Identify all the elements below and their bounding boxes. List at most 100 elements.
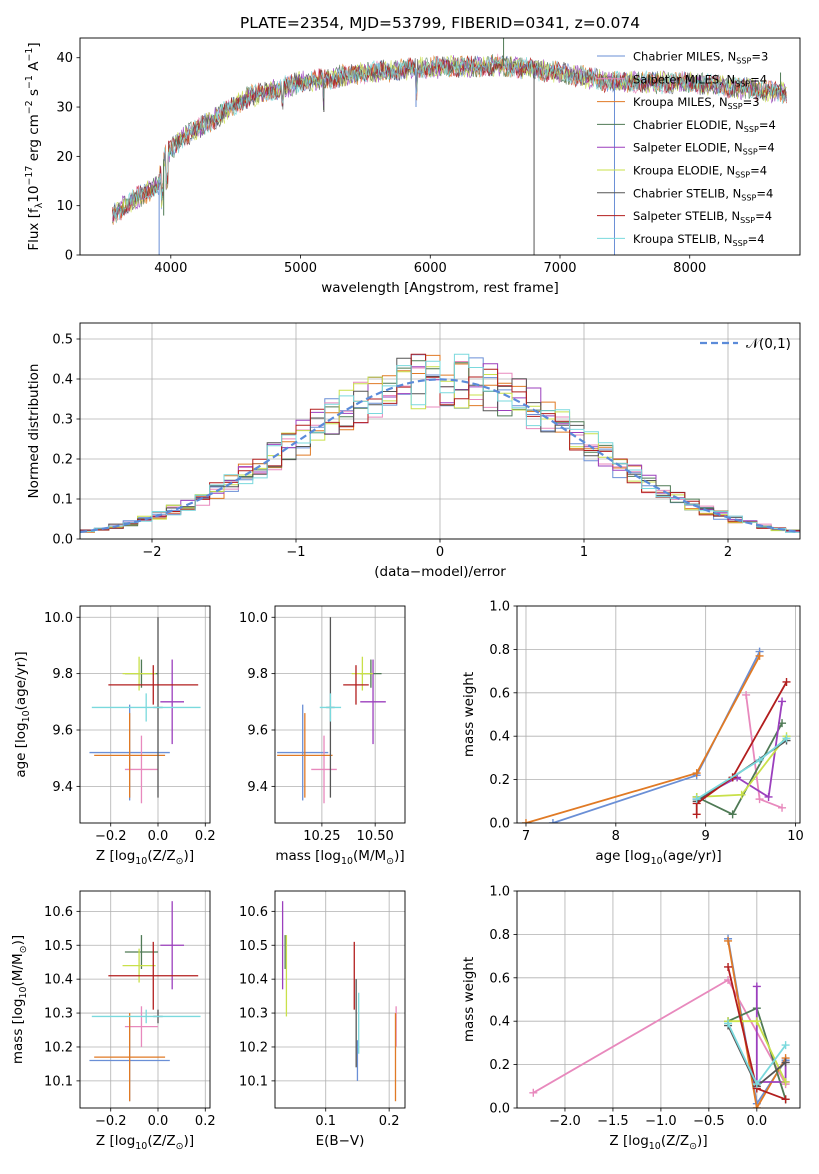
marker-kroupa-stelib (781, 1041, 790, 1050)
y-tick-label: 0.3 (52, 413, 73, 428)
series-salpeter-stelib (724, 962, 790, 1104)
line-salpeter-elodie (755, 986, 787, 1083)
axes-mass-vs-ebv: 0.1 0.2 10.1 10.2 10.3 10.4 10.5 10.6 E(B−V) (239, 890, 406, 1149)
series-chabrier-miles (548, 647, 764, 823)
y-tick-label: 0.4 (489, 1015, 510, 1030)
marker-salpeter-miles (755, 795, 764, 804)
line-salpeter-miles (745, 694, 783, 809)
x-axis-label: wavelength [Angstrom, rest frame] (321, 280, 559, 296)
y-tick-label: 9.8 (52, 667, 73, 682)
line-salpeter-stelib (695, 681, 788, 815)
axes-frame (274, 605, 406, 824)
grid (80, 891, 210, 1108)
y-axis-label: mass weight (461, 672, 477, 757)
marker-chabrier-elodie (728, 810, 737, 819)
legend-label-salpeter-stelib: Salpeter STELIB, NSSP=4 (633, 209, 772, 225)
marker-salpeter-elodie (764, 792, 773, 801)
y-axis-label: mass weight (461, 957, 477, 1042)
marker-kroupa-miles (755, 651, 764, 660)
x-tick-label: 5000 (284, 261, 317, 276)
point-kroupa-miles (94, 1013, 166, 1102)
point-kroupa-stelib (91, 1009, 201, 1024)
marker-kroupa-miles (724, 936, 733, 945)
point-kroupa-miles (94, 713, 166, 798)
legend-label-salpeter-miles: Salpeter MILES, NSSP=4 (633, 72, 767, 88)
y-axis-label: Normed distribution (26, 364, 42, 499)
y-axis-label: mass [log10(M/M⊙)] (10, 935, 29, 1064)
x-tick-label: 2 (724, 545, 732, 560)
point-kroupa-stelib (319, 693, 342, 722)
series-kroupa-stelib (692, 734, 791, 804)
axes-mass-weight-vs-age: 7 8 9 10 0.0 0.2 0.4 0.6 0.8 1.0 age [log10(age/yr… (461, 600, 804, 868)
marker-salpeter-miles (529, 1088, 538, 1097)
y-tick-label: 20 (56, 150, 73, 165)
marker-kroupa-stelib (724, 1019, 733, 1028)
series-kroupa-elodie (724, 1017, 790, 1086)
x-tick-label: −2 (142, 545, 161, 560)
x-tick-label: 6000 (414, 261, 447, 276)
y-tick-label: 10.5 (239, 939, 268, 954)
x-tick-label: −0.2 (95, 1114, 127, 1129)
y-tick-label: 0.0 (52, 533, 73, 548)
marker-salpeter-stelib (692, 810, 701, 819)
point-salpeter-stelib (108, 941, 199, 1010)
series-salpeter-miles (529, 975, 790, 1097)
marker-kroupa-miles (521, 819, 530, 823)
y-tick-label: 10.6 (239, 905, 268, 920)
marker-salpeter-stelib (724, 962, 733, 971)
ticks: −0.2 0.0 0.2 10.1 10.2 10.3 10.4 10.5 10.6 (44, 905, 216, 1129)
x-tick-label: 0.0 (148, 829, 169, 844)
marker-kroupa-stelib (692, 795, 701, 804)
y-tick-label: 0.6 (489, 686, 510, 701)
y-tick-label: 9.8 (247, 667, 268, 682)
x-tick-label: 0 (436, 545, 444, 560)
y-tick-label: 9.6 (52, 724, 73, 739)
point-salpeter-elodie (160, 659, 184, 745)
y-tick-label: 0.5 (52, 333, 73, 348)
point-salpeter-elodie (360, 659, 386, 745)
x-tick-label: 0.2 (379, 1114, 400, 1129)
gaussian-curve (80, 378, 800, 534)
x-axis-label: Z [log10(Z/Z⊙)] (96, 848, 194, 867)
y-tick-label: 0.1 (52, 493, 73, 508)
x-tick-label: 7000 (543, 261, 576, 276)
grid (275, 606, 405, 823)
plot-area (89, 617, 201, 804)
y-tick-label: 10.4 (44, 973, 73, 988)
x-tick-label: −1 (286, 545, 305, 560)
marker-kroupa-miles (752, 1104, 761, 1108)
marker-salpeter-miles (778, 803, 787, 812)
ticks: 7 8 9 10 0.0 0.2 0.4 0.6 0.8 1.0 (489, 600, 803, 845)
x-tick-label: 0.0 (746, 1114, 767, 1129)
point-kroupa-elodie (122, 948, 156, 983)
x-axis-label: E(B−V) (316, 1133, 365, 1149)
point-salpeter-stelib (343, 665, 369, 705)
series-kroupa-miles (521, 651, 764, 823)
x-tick-label: 0.2 (195, 829, 216, 844)
x-tick-label: −1.5 (597, 1114, 629, 1129)
point-kroupa-miles (277, 713, 333, 798)
x-tick-label: 1 (580, 545, 588, 560)
spectrum-salpeter-stelib (112, 55, 787, 222)
x-tick-label: 9 (702, 829, 710, 844)
x-tick-label: 10 (787, 829, 804, 844)
x-axis-label: mass [log10(M/M⊙)] (275, 848, 404, 867)
x-axis-label: Z [log10(Z/Z⊙)] (609, 1133, 707, 1152)
axes-frame (79, 322, 801, 540)
y-tick-label: 0.2 (489, 1058, 510, 1073)
y-tick-label: 10.1 (44, 1074, 73, 1089)
y-tick-label: 10.0 (44, 611, 73, 626)
plot-area (281, 901, 397, 1102)
point-salpeter-elodie (160, 901, 184, 990)
line-kroupa-miles (727, 940, 787, 1108)
spectrum-chabrier-stelib (112, 54, 787, 218)
y-axis-label: Flux [fλ10−17 erg cm−2 s−1 A−1] (24, 42, 45, 250)
y-tick-label: 0.0 (489, 817, 510, 832)
x-tick-label: 0.2 (195, 1114, 216, 1129)
y-tick-label: 0.0 (489, 1102, 510, 1117)
marker-salpeter-miles (742, 690, 751, 699)
grid (80, 606, 210, 823)
y-tick-label: 10.2 (44, 1040, 73, 1055)
y-axis-label: age [log10(age/yr)] (13, 651, 32, 777)
